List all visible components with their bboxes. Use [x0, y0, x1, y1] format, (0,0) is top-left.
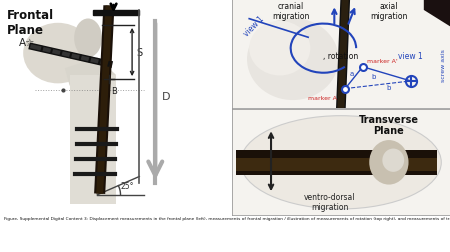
Polygon shape — [424, 0, 450, 27]
Text: view 1: view 1 — [242, 14, 266, 38]
Text: ventro-dorsal
migration: ventro-dorsal migration — [304, 192, 356, 212]
Bar — [69, 75, 116, 205]
Text: cranial
migration: cranial migration — [272, 2, 309, 21]
Text: S: S — [137, 48, 143, 58]
Ellipse shape — [249, 22, 310, 76]
Text: Frontal
Plane: Frontal Plane — [7, 9, 54, 37]
Bar — [236, 159, 437, 171]
Ellipse shape — [382, 149, 404, 172]
Bar — [93, 11, 139, 16]
Text: , rotation: , rotation — [324, 52, 359, 61]
Ellipse shape — [74, 19, 102, 58]
Text: axial
migration: axial migration — [370, 2, 408, 21]
Ellipse shape — [247, 19, 339, 101]
Text: A☆: A☆ — [18, 38, 35, 48]
Text: B: B — [111, 86, 117, 95]
Text: screw axis: screw axis — [441, 49, 446, 82]
Text: marker A: marker A — [308, 96, 337, 101]
Text: D: D — [162, 92, 171, 102]
Ellipse shape — [23, 24, 93, 84]
Text: a: a — [350, 71, 354, 77]
Ellipse shape — [240, 116, 441, 209]
Text: Transverse
Plane: Transverse Plane — [359, 114, 419, 136]
Text: b: b — [387, 84, 391, 90]
Text: marker A': marker A' — [367, 59, 398, 64]
Ellipse shape — [369, 141, 409, 185]
Text: view 1: view 1 — [398, 52, 423, 61]
Polygon shape — [65, 58, 116, 90]
Text: b: b — [371, 73, 376, 79]
Text: Figure, Supplemental Digital Content 3: Displacement measurements in the frontal: Figure, Supplemental Digital Content 3: … — [4, 216, 450, 220]
Bar — [236, 150, 437, 175]
Text: 25°: 25° — [121, 182, 134, 191]
